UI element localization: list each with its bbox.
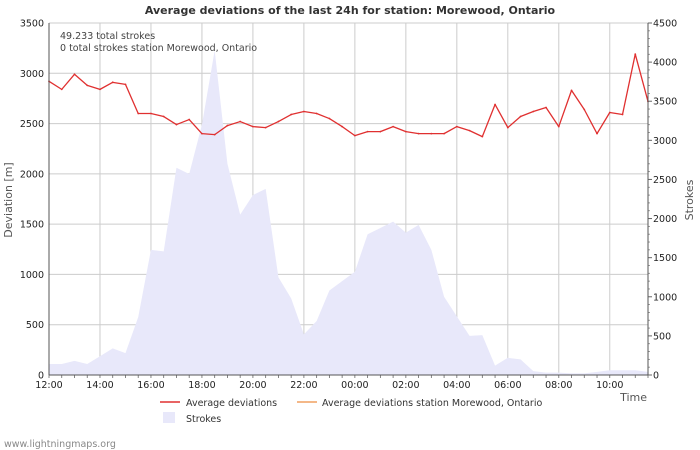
deviation-point: [583, 108, 586, 111]
deviation-point: [341, 125, 344, 128]
deviation-point: [570, 89, 573, 92]
y-tick-label-2500: 2500: [20, 119, 44, 130]
x-tick-label-0400: 04:00: [443, 380, 470, 391]
deviation-point: [366, 130, 369, 133]
axis-layer: 0 500 1000 1500 2000 2500 3000 3500 0 500 1000 1500…: [20, 19, 677, 392]
annotation-total-strokes: 49.233 total strokes: [60, 31, 155, 42]
x-tick-label-1000: 10:00: [596, 380, 623, 391]
x-tick-label-1600: 16:00: [137, 380, 164, 391]
deviation-point: [111, 81, 114, 84]
footer-watermark: www.lightningmaps.org: [4, 439, 116, 450]
y2-tick-label-1000: 1000: [653, 292, 677, 303]
deviation-point: [494, 103, 496, 106]
y-tick-label-500: 500: [26, 320, 44, 331]
y2-tick-label-2500: 2500: [653, 175, 677, 186]
y2-tick-label-500: 500: [653, 331, 671, 342]
deviation-point: [430, 132, 433, 135]
x-tick-label-0800: 08:00: [545, 380, 572, 391]
y2-tick-label-3000: 3000: [653, 136, 677, 147]
deviation-point: [404, 130, 407, 133]
legend-swatch-strokes: [163, 412, 175, 423]
y2-tick-label-0: 0: [653, 371, 659, 382]
x-tick-label-1200: 12:00: [35, 380, 62, 391]
deviation-point: [290, 113, 293, 116]
deviation-point: [252, 125, 254, 128]
deviation-point: [468, 129, 471, 132]
strokes-area-layer: [49, 50, 648, 375]
deviation-point: [353, 134, 356, 137]
deviation-point: [596, 132, 598, 135]
deviation-point: [302, 110, 305, 113]
deviation-point: [175, 123, 178, 126]
y-tick-label-1500: 1500: [20, 220, 44, 231]
legend-label-strokes: Strokes: [186, 414, 221, 425]
x-tick-label-0000: 00:00: [341, 380, 368, 391]
deviation-point: [213, 133, 216, 136]
x-tick-label-0600: 06:00: [494, 380, 521, 391]
deviation-point: [455, 125, 458, 128]
series-line-average-deviations: [48, 53, 649, 138]
legend-label-average-deviations: Average deviations: [186, 398, 277, 409]
chart-title: Average deviations of the last 24h for s…: [145, 4, 556, 17]
deviation-point: [443, 132, 445, 135]
deviation-point: [150, 112, 152, 115]
deviation-point: [188, 118, 191, 121]
x-tick-label-1400: 14:00: [86, 380, 113, 391]
x-axis-label: Time: [619, 391, 647, 404]
deviation-point: [315, 112, 318, 115]
deviation-point: [557, 125, 560, 128]
x-tick-label-1800: 18:00: [188, 380, 215, 391]
y2-axis-label: Strokes: [683, 179, 696, 220]
deviation-point: [634, 53, 637, 56]
deviation-point: [137, 112, 140, 115]
deviation-point: [532, 110, 535, 113]
deviation-point: [519, 115, 522, 118]
x-tick-label-2200: 22:00: [290, 380, 317, 391]
y2-tick-label-4500: 4500: [653, 19, 677, 30]
y-tick-label-1000: 1000: [20, 270, 44, 281]
strokes-area: [49, 50, 648, 375]
y-axis-label: Deviation [m]: [2, 162, 15, 237]
deviation-point: [417, 132, 420, 135]
deviation-point: [86, 84, 89, 87]
y2-tick-label-4000: 4000: [653, 58, 677, 69]
deviation-point: [506, 126, 509, 129]
y-tick-label-0: 0: [38, 371, 44, 382]
y-tick-label-3000: 3000: [20, 69, 44, 80]
deviation-point: [264, 126, 267, 129]
deviation-point: [277, 120, 280, 123]
deviation-point: [392, 125, 395, 128]
y2-tick-label-3500: 3500: [653, 97, 677, 108]
deviation-point: [621, 113, 624, 116]
deviation-point: [608, 111, 611, 114]
deviation-point: [239, 120, 242, 123]
y-tick-label-2000: 2000: [20, 169, 44, 180]
deviation-point: [226, 124, 229, 127]
y-tick-label-3500: 3500: [20, 19, 44, 30]
deviation-point: [60, 88, 63, 91]
deviation-point: [124, 83, 127, 86]
legend: Average deviations Average deviations st…: [160, 398, 542, 425]
y2-tick-label-2000: 2000: [653, 214, 677, 225]
deviation-point: [379, 130, 382, 133]
x-tick-label-0200: 02:00: [392, 380, 419, 391]
deviation-point: [328, 117, 331, 120]
annotation-station-strokes: 0 total strokes station Morewood, Ontari…: [60, 43, 257, 54]
x-tick-label-2000: 20:00: [239, 380, 266, 391]
deviation-point: [73, 73, 76, 76]
y2-tick-label-1500: 1500: [653, 253, 677, 264]
deviation-point: [481, 135, 484, 138]
deviation-point: [99, 88, 101, 91]
deviation-point: [162, 115, 165, 118]
deviation-point: [201, 132, 203, 135]
deviation-point: [545, 106, 547, 109]
legend-label-station-deviations: Average deviations station Morewood, Ont…: [322, 398, 542, 409]
